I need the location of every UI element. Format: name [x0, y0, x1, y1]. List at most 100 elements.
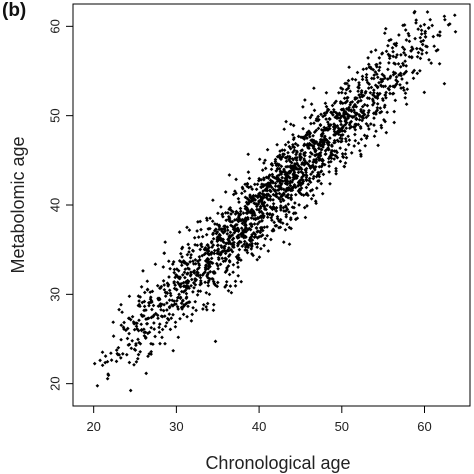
data-point [170, 298, 175, 303]
data-point [320, 138, 324, 142]
data-point [189, 270, 193, 275]
data-point [184, 301, 189, 306]
data-point [347, 138, 352, 142]
data-point [167, 305, 172, 310]
data-point [259, 209, 264, 214]
data-point [378, 61, 382, 65]
data-point [165, 308, 169, 312]
data-point [146, 300, 151, 305]
data-point [403, 59, 407, 64]
data-point [416, 27, 421, 31]
data-point [239, 191, 244, 196]
data-point [309, 172, 313, 177]
data-point [304, 191, 309, 196]
data-point [315, 172, 320, 177]
data-point [372, 73, 377, 77]
data-point [182, 270, 187, 275]
data-point [416, 50, 421, 55]
data-point [239, 279, 244, 284]
data-point [229, 290, 234, 295]
data-point [196, 235, 201, 239]
data-point [366, 124, 370, 128]
data-point [174, 287, 179, 292]
data-point [403, 28, 408, 32]
data-point [221, 249, 226, 253]
data-point [278, 204, 283, 208]
data-point [128, 388, 133, 393]
data-point [386, 43, 390, 48]
data-point [357, 86, 361, 90]
data-point [368, 122, 373, 126]
data-point [229, 219, 233, 224]
data-point [331, 113, 335, 117]
data-point [339, 126, 344, 131]
data-point [146, 354, 150, 359]
data-point [239, 226, 244, 231]
data-point [218, 262, 223, 267]
data-point [343, 91, 348, 96]
data-point [265, 203, 270, 208]
data-point [269, 189, 273, 194]
data-point [231, 192, 236, 197]
data-point [355, 70, 360, 75]
data-point [244, 223, 248, 228]
data-point [227, 272, 232, 277]
y-axis-title: Metabolomic age [8, 136, 28, 273]
data-point [208, 251, 213, 256]
data-point [279, 157, 283, 162]
data-point [237, 200, 241, 204]
data-point [269, 167, 274, 172]
data-point [168, 327, 173, 332]
data-point [139, 322, 144, 327]
data-point [204, 263, 208, 268]
data-point [213, 339, 218, 344]
data-point [392, 120, 397, 125]
data-point [191, 259, 195, 264]
data-point [327, 164, 331, 168]
data-point [165, 301, 169, 305]
data-point [298, 157, 303, 162]
data-point [211, 198, 215, 203]
data-point [159, 314, 164, 319]
data-point [443, 17, 447, 22]
data-point [324, 90, 329, 95]
data-point [334, 99, 338, 104]
data-point [244, 205, 249, 210]
data-point [213, 271, 217, 275]
data-point [311, 144, 316, 149]
data-point [119, 337, 123, 342]
data-point [280, 193, 285, 198]
data-point [172, 302, 177, 307]
data-point [299, 148, 304, 153]
data-point [358, 148, 362, 153]
data-point [173, 324, 178, 329]
data-point [294, 176, 299, 180]
data-point [114, 348, 119, 352]
data-point [341, 154, 345, 159]
data-point [149, 349, 154, 354]
data-point [181, 303, 186, 307]
data-point [328, 181, 332, 186]
data-point [378, 106, 383, 110]
data-point [179, 305, 184, 310]
data-point [350, 77, 355, 81]
data-point [261, 182, 266, 187]
data-point [247, 176, 252, 181]
data-point [178, 316, 182, 321]
data-point [219, 245, 224, 250]
data-point [346, 142, 351, 147]
data-point [362, 133, 367, 138]
data-point [134, 360, 139, 364]
data-point [216, 257, 221, 262]
data-point [199, 281, 203, 285]
data-point [134, 321, 138, 326]
data-point [219, 205, 223, 209]
data-point [159, 284, 164, 289]
data-point [268, 211, 272, 216]
data-point [343, 81, 347, 86]
data-point [250, 213, 255, 218]
data-point [291, 144, 295, 149]
data-point [422, 22, 427, 27]
data-point [375, 102, 380, 106]
data-point [142, 327, 146, 332]
